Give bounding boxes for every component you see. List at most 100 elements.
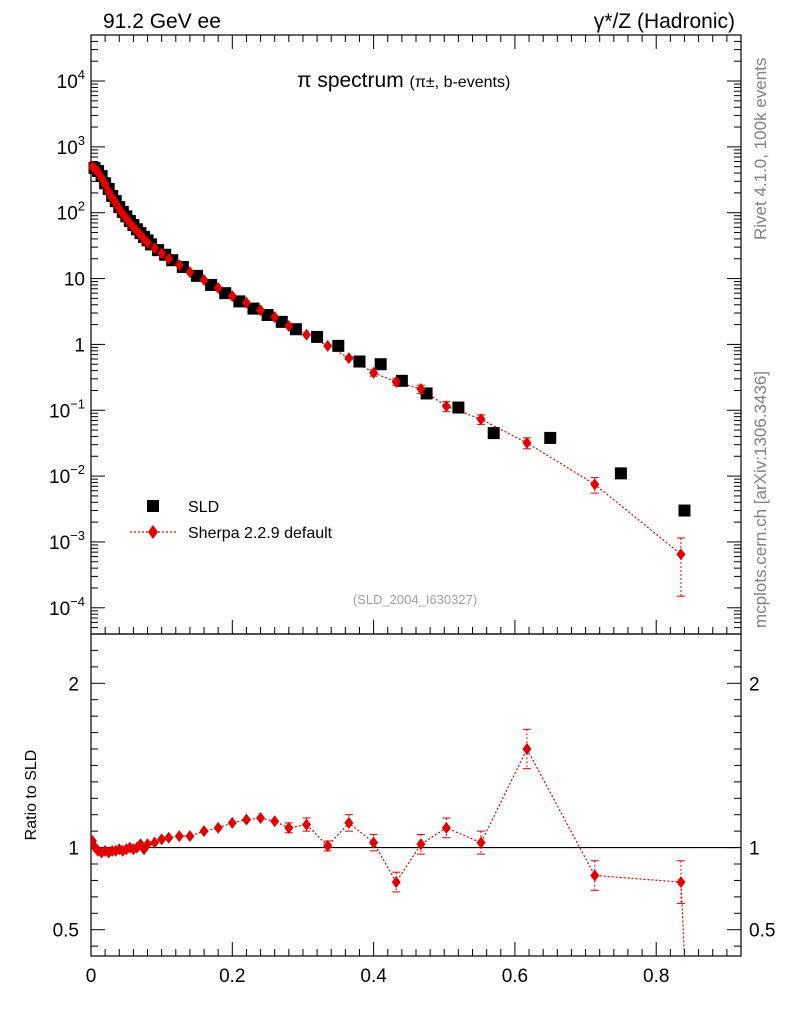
data-point <box>261 308 274 321</box>
data-point <box>544 431 557 444</box>
marks-layer <box>87 160 691 956</box>
mc-point <box>150 242 160 255</box>
mc-point <box>522 436 532 449</box>
mc-point <box>241 296 251 309</box>
data-point <box>275 315 288 328</box>
ratio-point <box>185 830 195 843</box>
mc-point <box>369 366 379 379</box>
mc-point <box>590 478 600 491</box>
rivet-label: Rivet 4.1.0, 100k events <box>751 58 770 240</box>
y-tick-label: 10−3 <box>49 528 85 554</box>
mc-point <box>676 548 686 561</box>
y-tick-label: 103 <box>57 133 85 159</box>
ratio-point <box>441 821 451 834</box>
data-point <box>487 427 500 440</box>
data-point <box>311 330 324 343</box>
data-point <box>614 467 627 480</box>
ratio-point <box>476 836 486 849</box>
ratio-point <box>270 815 280 828</box>
data-point <box>452 401 465 414</box>
ratio-point <box>174 830 184 843</box>
ratio-point <box>227 816 237 829</box>
mc-point <box>441 400 451 413</box>
ratio-point <box>241 813 251 826</box>
ratio-point <box>323 839 333 852</box>
ratio-tick-label: 2 <box>68 674 79 695</box>
ratio-point <box>164 831 174 844</box>
legend-data-marker <box>147 500 159 512</box>
ratio-point <box>199 825 209 838</box>
ratio-point <box>91 835 97 847</box>
mc-point <box>416 383 426 396</box>
x-tick-label: 0.4 <box>360 966 387 987</box>
ratio-point <box>522 743 532 755</box>
y-tick-label: 104 <box>57 67 85 93</box>
ratio-point <box>91 841 100 854</box>
data-point <box>233 295 246 308</box>
ratio-tick-label-right: 2 <box>749 674 760 695</box>
ratio-point <box>391 876 401 889</box>
ratio-tick-label: 1 <box>68 839 79 860</box>
ratio-tick-label-right: 1 <box>749 839 760 860</box>
ratio-point <box>284 821 294 834</box>
axes-layer: 0 0.2 0.4 0.6 0.810410310210110−110−210−310−… <box>49 34 775 987</box>
data-point <box>332 339 345 352</box>
y-tick-label: 10−2 <box>49 462 85 488</box>
ratio-point <box>416 838 426 851</box>
plot-title: π spectrum (π±, b-events) <box>297 69 510 92</box>
plot-title-main: π spectrum <box>297 69 404 92</box>
data-point <box>353 355 366 368</box>
legend-data-label: SLD <box>188 499 219 516</box>
y-tick-label: 10 <box>64 270 85 291</box>
legend-mc-label: Sherpa 2.2.9 default <box>188 525 333 542</box>
ratio-point <box>150 836 160 849</box>
ratio-tick-label-right: 0.5 <box>749 921 775 942</box>
x-tick-label: 0.6 <box>502 966 528 987</box>
mc-point <box>344 352 354 365</box>
mc-point <box>213 281 223 294</box>
ratio-point <box>157 833 167 846</box>
ratio-tick-label: 0.5 <box>53 921 79 942</box>
upper-panel-frame <box>90 34 742 635</box>
analysis-tag: (SLD_2004_I630327) <box>353 592 477 607</box>
ratio-point <box>344 816 354 829</box>
ratio-point <box>590 869 600 882</box>
data-point <box>678 504 691 517</box>
header-left: 91.2 GeV ee <box>103 10 221 33</box>
y-tick-label: 10−4 <box>49 594 85 620</box>
ratio-point <box>676 876 686 889</box>
mc-point <box>301 328 311 341</box>
mc-point <box>227 290 237 303</box>
mc-point <box>174 259 184 272</box>
mc-point <box>284 320 294 333</box>
mc-point <box>164 252 174 265</box>
y-tick-label: 1 <box>74 335 85 356</box>
x-tick-label: 0 <box>86 966 97 987</box>
mc-point <box>391 375 401 388</box>
y-tick-label: 102 <box>57 199 85 225</box>
mc-point <box>476 413 486 426</box>
data-point <box>247 302 260 315</box>
mc-point <box>143 236 153 249</box>
ratio-point <box>213 821 223 834</box>
mc-line <box>92 166 682 555</box>
legend-mc-marker <box>148 525 158 539</box>
header-right: γ*/Z (Hadronic) <box>594 10 735 33</box>
lower-panel-frame <box>90 633 742 957</box>
plot-title-sub: (π±, b-events) <box>410 74 511 91</box>
mc-point <box>270 311 280 324</box>
y-tick-label: 10−1 <box>49 396 85 422</box>
x-tick-label: 0.8 <box>643 966 669 987</box>
data-point <box>190 269 203 282</box>
mcplots-label: mcplots.cern.ch [arXiv:1306.3436] <box>751 371 770 628</box>
mc-point <box>256 304 266 317</box>
lower-ylabel: Ratio to SLD <box>23 750 40 841</box>
ratio-point <box>301 818 311 831</box>
mc-point <box>185 266 195 279</box>
ratio-point <box>369 836 379 849</box>
data-point <box>374 358 387 371</box>
mc-point <box>199 274 209 287</box>
mc-point <box>157 247 167 260</box>
x-tick-label: 0.2 <box>219 966 245 987</box>
